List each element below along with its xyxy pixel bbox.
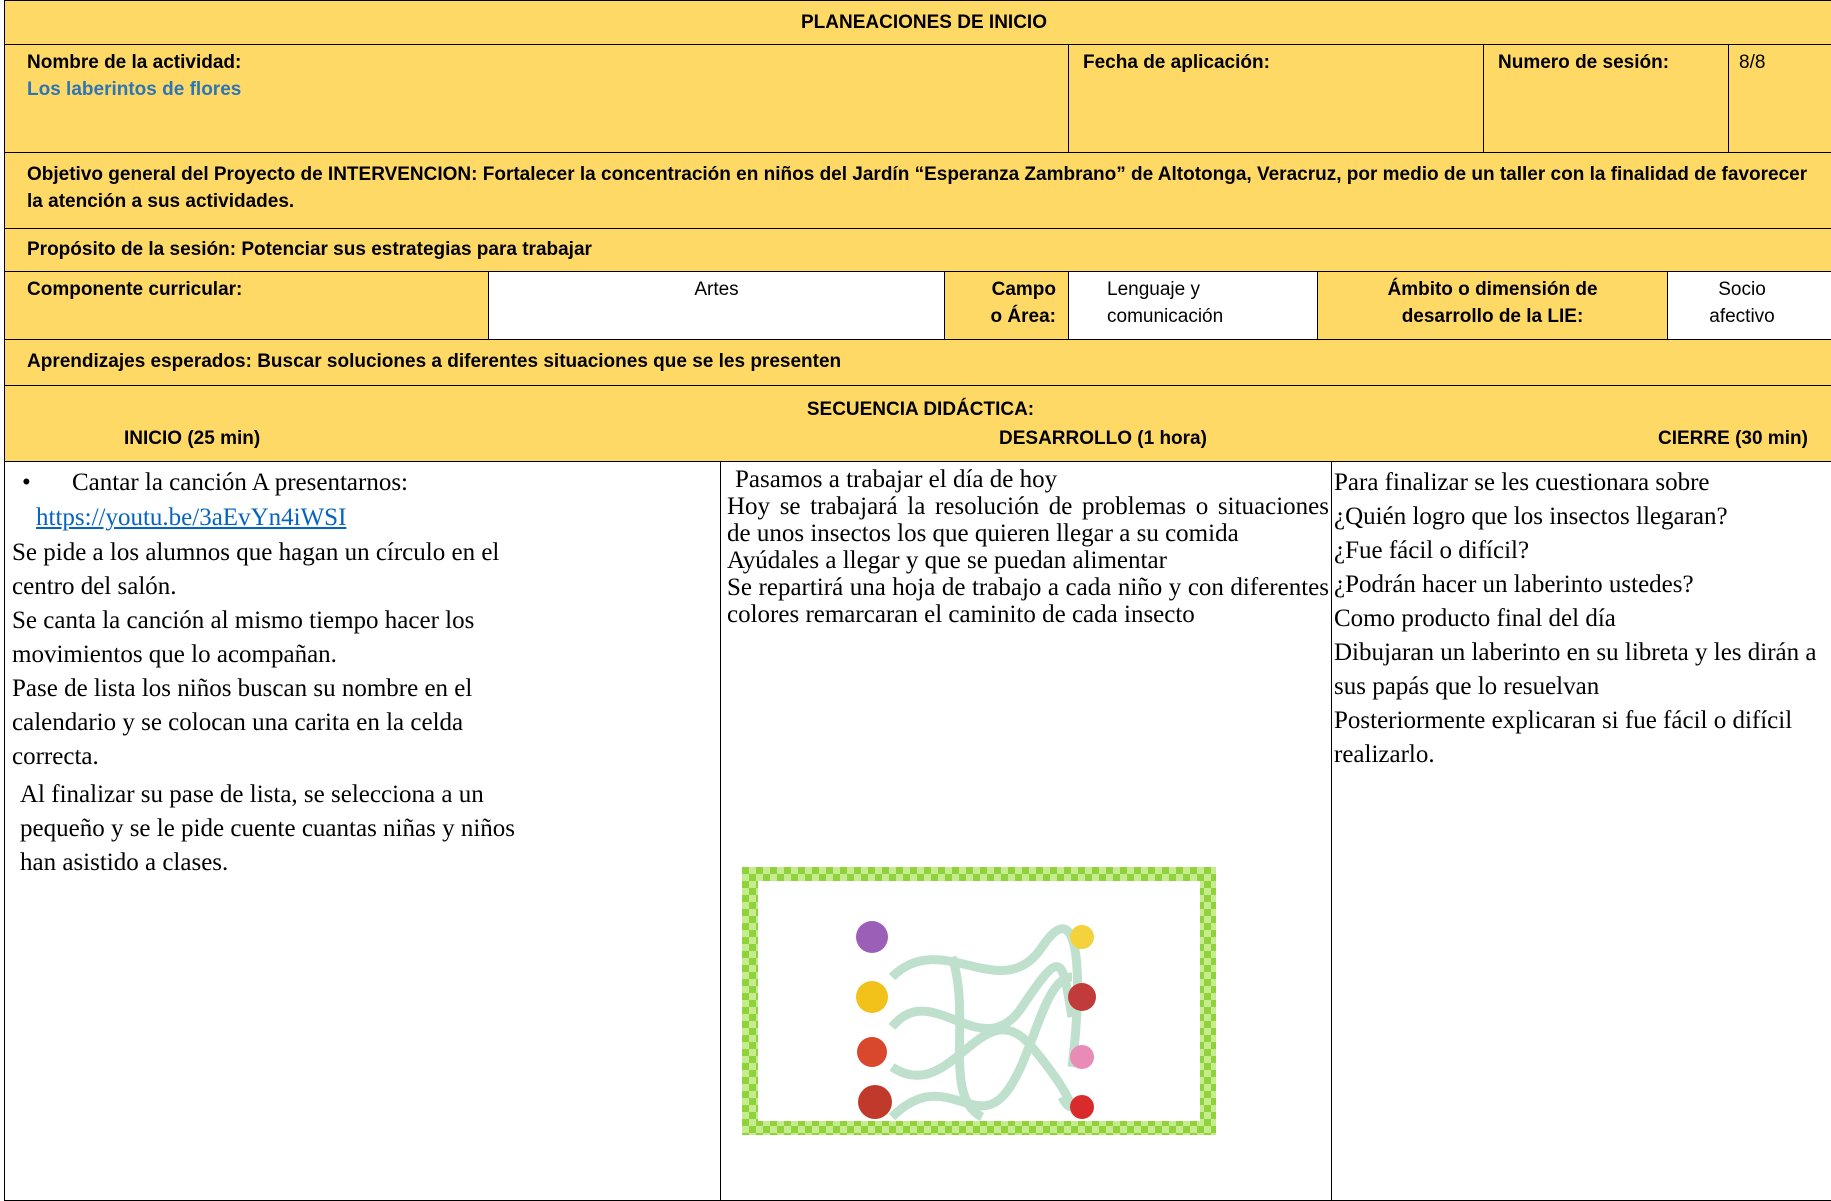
activity-cell: Nombre de la actividad: Los laberintos d…: [4, 44, 1069, 153]
paragraph: Pase de lista los niños buscan su nombre…: [12, 675, 473, 770]
inicio-cell: • Cantar la canción A presentarnos: https…: [4, 461, 721, 1201]
paragraph: ¿Quién logro que los insectos llegaran?: [1334, 503, 1728, 530]
session-label: Numero de sesión:: [1483, 44, 1729, 153]
link[interactable]: https://youtu.be/3aEvYn4iWSI: [36, 504, 347, 531]
sequence-header: SECUENCIA DIDÁCTICA: INICIO (25 min) DES…: [4, 385, 1831, 462]
paragraph: Ayúdales a llegar y que se puedan alimen…: [727, 547, 1167, 574]
desarrollo-cell: Pasamos a trabajar el día de hoy Hoy se t…: [720, 461, 1332, 1201]
maze-worksheet-image: [742, 867, 1216, 1135]
bullet-dot: •: [22, 469, 31, 496]
inicio-bullet: • Cantar la canción A presentarnos:: [12, 468, 720, 497]
field-value: Lenguaje y comunicación: [1068, 271, 1318, 340]
sequence-title: SECUENCIA DIDÁCTICA:: [806, 399, 1035, 420]
paragraph: Como producto final del día: [1334, 605, 1616, 632]
paragraph: Al finalizar su pase de lista, se selecc…: [20, 781, 515, 876]
cierre-paragraphs: Para finalizar se les cuestionara sobre ¿…: [1334, 466, 1831, 772]
component-label: Componente curricular:: [4, 271, 489, 340]
paragraph: Se pide a los alumnos que hagan un círcu…: [12, 539, 500, 600]
desarrollo-paragraphs: Pasamos a trabajar el día de hoy Hoy se t…: [727, 466, 1329, 628]
paragraph: Para finalizar se les cuestionara sobre: [1334, 469, 1710, 496]
desarrollo-heading: DESARROLLO (1 hora): [999, 428, 1207, 449]
title: PLANEACIONES DE INICIO: [4, 0, 1831, 45]
cierre-heading: CIERRE (30 min): [1658, 428, 1808, 449]
paragraph: Se repartirá una hoja de trabajo a cada …: [727, 574, 1329, 628]
cierre-cell: Para finalizar se les cuestionara sobre ¿…: [1331, 461, 1831, 1201]
component-value: Artes: [488, 271, 945, 340]
purpose: Propósito de la sesión: Potenciar sus es…: [4, 228, 1831, 272]
paragraph: Hoy se trabajará la resolución de proble…: [727, 493, 1329, 547]
date-label: Fecha de aplicación:: [1068, 44, 1484, 153]
bullet-text: Cantar la canción A presentarnos:: [72, 469, 408, 496]
expected-learning: Aprendizajes esperados: Buscar solucione…: [4, 339, 1831, 386]
inicio-heading: INICIO (25 min): [124, 428, 261, 449]
inicio-paragraphs: Se pide a los alumnos que hagan un círcu…: [12, 536, 720, 880]
session-value: 8/8: [1728, 44, 1831, 153]
paragraph: Posteriormente explicaran si fue fácil o…: [1334, 707, 1793, 768]
dimension-value: Socio afectivo: [1667, 271, 1831, 340]
activity-label: Nombre de la actividad:: [27, 52, 242, 73]
paragraph: Se canta la canción al mismo tiempo hace…: [12, 607, 475, 668]
activity-name: Los laberintos de flores: [27, 79, 242, 100]
paragraph: ¿Podrán hacer un laberinto ustedes?: [1334, 571, 1694, 598]
dimension-label: Ámbito o dimensión de desarrollo de la L…: [1317, 271, 1668, 340]
objective: Objetivo general del Proyecto de INTERVE…: [4, 152, 1831, 229]
paragraph: ¿Fue fácil o difícil?: [1334, 537, 1530, 564]
field-label: Campo o Área:: [944, 271, 1069, 340]
paragraph: Pasamos a trabajar el día de hoy: [735, 466, 1058, 493]
paragraph: Dibujaran un laberinto en su libreta y l…: [1334, 639, 1817, 700]
